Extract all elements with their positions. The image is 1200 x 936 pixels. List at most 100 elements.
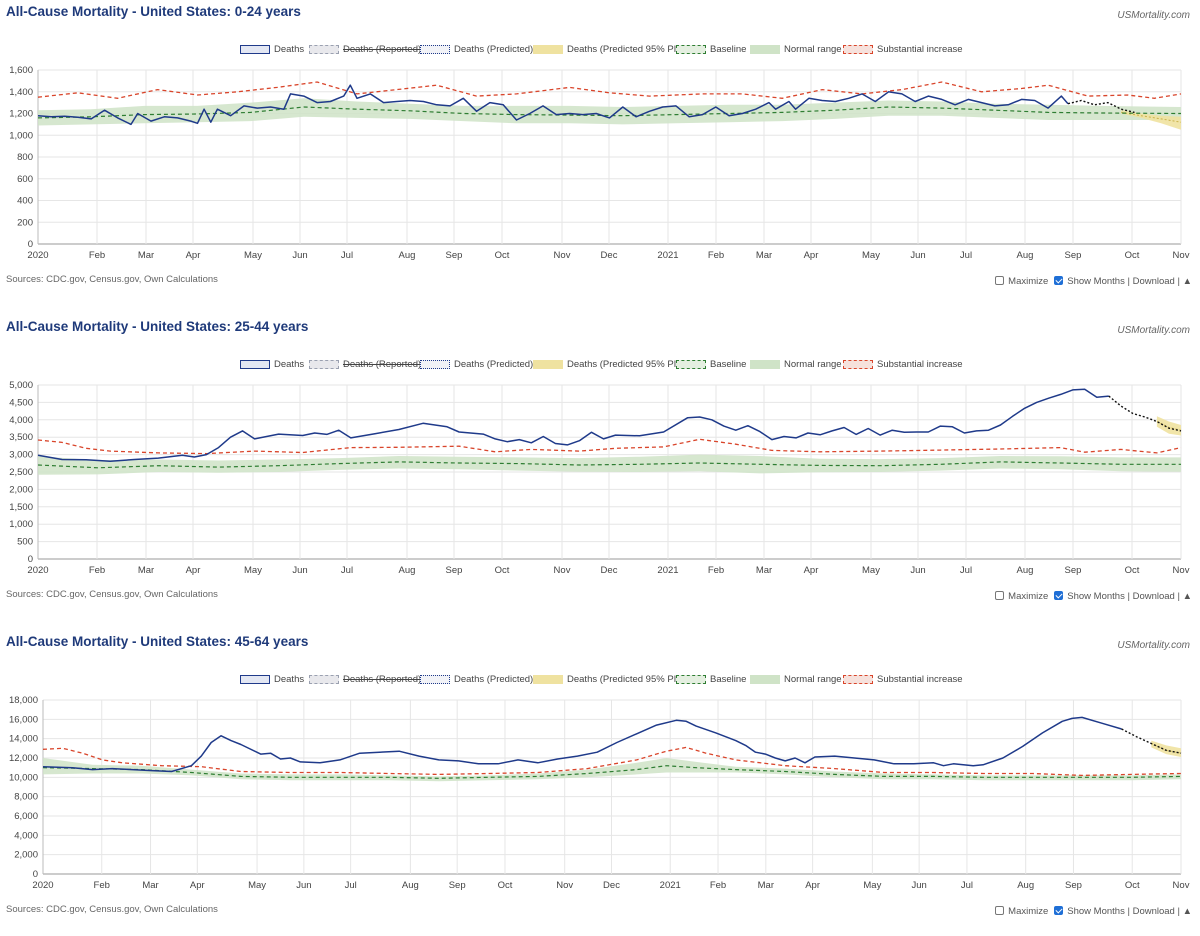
legend-label-predicted: Deaths (Predicted) bbox=[454, 359, 534, 370]
show-months-label[interactable]: Show Months bbox=[1067, 906, 1125, 917]
x-tick-label: Mar bbox=[142, 880, 158, 891]
legend-label-deaths: Deaths bbox=[274, 674, 305, 685]
y-tick-label: 4,000 bbox=[9, 415, 33, 426]
legend-swatch-baseline bbox=[676, 360, 706, 369]
legend-label-deaths: Deaths bbox=[274, 44, 305, 55]
x-tick-label: 2021 bbox=[657, 250, 678, 261]
y-tick-label: 8,000 bbox=[14, 792, 38, 803]
legend-label-normal: Normal range bbox=[784, 44, 842, 55]
predicted-pi-band bbox=[1156, 416, 1181, 436]
x-tick-label: Jun bbox=[910, 250, 925, 261]
maximize-checkbox[interactable] bbox=[995, 276, 1005, 285]
legend-label-deaths: Deaths bbox=[274, 359, 305, 370]
maximize-checkbox[interactable] bbox=[995, 591, 1005, 600]
chart-panel-1: All-Cause Mortality - United States: 0-2… bbox=[0, 4, 1200, 306]
x-tick-label: Feb bbox=[89, 250, 105, 261]
legend-label-reported: Deaths (Reported) bbox=[343, 674, 422, 685]
y-tick-label: 3,500 bbox=[9, 432, 33, 443]
x-tick-label: Sep bbox=[446, 565, 463, 576]
show-months-checkbox[interactable] bbox=[1054, 906, 1064, 915]
y-tick-label: 12,000 bbox=[9, 753, 38, 764]
legend-label-pi: Deaths (Predicted 95% PI) bbox=[567, 359, 680, 370]
separator: | bbox=[1127, 276, 1130, 287]
legend-label-normal: Normal range bbox=[784, 674, 842, 685]
x-tick-label: Sep bbox=[1065, 565, 1082, 576]
x-tick-label: Mar bbox=[756, 565, 772, 576]
legend-label-baseline: Baseline bbox=[710, 359, 747, 370]
y-tick-label: 14,000 bbox=[9, 734, 38, 745]
collapse-arrow-icon[interactable]: ▲ bbox=[1182, 591, 1192, 602]
x-tick-label: Aug bbox=[1017, 565, 1034, 576]
download-link[interactable]: Download bbox=[1132, 906, 1175, 917]
show-months-checkbox[interactable] bbox=[1054, 276, 1064, 285]
x-tick-label: Aug bbox=[402, 880, 419, 891]
x-tick-label: Jul bbox=[960, 250, 972, 261]
baseline-line bbox=[37, 106, 1182, 119]
legend-swatch-reported bbox=[309, 45, 339, 54]
collapse-arrow-icon[interactable]: ▲ bbox=[1182, 276, 1192, 287]
y-tick-label: 1,600 bbox=[9, 65, 33, 76]
legend-swatch-pi bbox=[533, 675, 563, 684]
legend-label-pi: Deaths (Predicted 95% PI) bbox=[567, 674, 680, 685]
x-tick-label: Sep bbox=[1065, 250, 1082, 261]
normal-range-band bbox=[38, 98, 1181, 126]
source-note: Sources: CDC.gov, Census.gov, Own Calcul… bbox=[6, 904, 218, 915]
chart-title: All-Cause Mortality - United States: 25-… bbox=[6, 319, 309, 334]
legend-swatch-pi bbox=[533, 45, 563, 54]
maximize-label[interactable]: Maximize bbox=[1008, 591, 1049, 602]
separator: | bbox=[1177, 276, 1180, 287]
x-tick-label: Nov bbox=[554, 250, 571, 261]
predicted-pi-band bbox=[1121, 110, 1181, 130]
x-tick-label: Apr bbox=[190, 880, 205, 891]
legend-swatch-baseline bbox=[676, 45, 706, 54]
x-tick-label: Dec bbox=[601, 565, 618, 576]
x-tick-label: May bbox=[248, 880, 266, 891]
site-brand: USMortality.com bbox=[1117, 10, 1190, 21]
x-tick-label: Dec bbox=[601, 250, 618, 261]
site-brand: USMortality.com bbox=[1117, 325, 1190, 336]
chart-legend: Deaths Deaths (Reported) Deaths (Predicted… bbox=[0, 43, 1200, 59]
separator: | bbox=[1127, 591, 1130, 602]
legend-swatch-reported bbox=[309, 675, 339, 684]
y-tick-label: 1,200 bbox=[9, 109, 33, 120]
chart-legend: Deaths Deaths (Reported) Deaths (Predicted… bbox=[0, 673, 1200, 689]
x-tick-label: May bbox=[862, 565, 880, 576]
deaths-line bbox=[42, 716, 1122, 773]
legend-swatch-substantial bbox=[843, 360, 873, 369]
show-months-label[interactable]: Show Months bbox=[1067, 591, 1125, 602]
legend-label-normal: Normal range bbox=[784, 359, 842, 370]
x-tick-label: Oct bbox=[495, 250, 510, 261]
download-link[interactable]: Download bbox=[1132, 591, 1175, 602]
x-tick-label: Jul bbox=[961, 880, 973, 891]
y-tick-label: 0 bbox=[28, 239, 33, 250]
show-months-checkbox[interactable] bbox=[1054, 591, 1064, 600]
x-tick-label: Mar bbox=[758, 880, 774, 891]
legend-label-pi: Deaths (Predicted 95% PI) bbox=[567, 44, 680, 55]
substantial-increase-line bbox=[42, 746, 1182, 777]
x-tick-label: Nov bbox=[554, 565, 571, 576]
x-tick-label: Jul bbox=[960, 565, 972, 576]
source-note: Sources: CDC.gov, Census.gov, Own Calcul… bbox=[6, 274, 218, 285]
baseline-line bbox=[37, 461, 1181, 469]
legend-swatch-predicted bbox=[420, 360, 450, 369]
maximize-label[interactable]: Maximize bbox=[1008, 276, 1049, 287]
legend-swatch-predicted bbox=[420, 675, 450, 684]
show-months-label[interactable]: Show Months bbox=[1067, 276, 1125, 287]
download-link[interactable]: Download bbox=[1132, 276, 1175, 287]
legend-swatch-normal bbox=[750, 45, 780, 54]
collapse-arrow-icon[interactable]: ▲ bbox=[1182, 906, 1192, 917]
x-tick-label: May bbox=[244, 250, 262, 261]
y-tick-label: 0 bbox=[28, 554, 33, 565]
legend-swatch-reported bbox=[309, 360, 339, 369]
y-tick-label: 0 bbox=[33, 869, 38, 880]
y-tick-label: 600 bbox=[17, 174, 33, 185]
maximize-label[interactable]: Maximize bbox=[1008, 906, 1049, 917]
chart-title: All-Cause Mortality - United States: 45-… bbox=[6, 634, 309, 649]
x-tick-label: 2020 bbox=[27, 250, 48, 261]
y-tick-label: 6,000 bbox=[14, 811, 38, 822]
substantial-increase-line bbox=[37, 438, 1182, 455]
maximize-checkbox[interactable] bbox=[995, 906, 1005, 915]
legend-label-substantial: Substantial increase bbox=[877, 674, 963, 685]
chart-controls: Maximize Show Months | Download | ▲ bbox=[995, 276, 1192, 287]
legend-swatch-normal bbox=[750, 675, 780, 684]
